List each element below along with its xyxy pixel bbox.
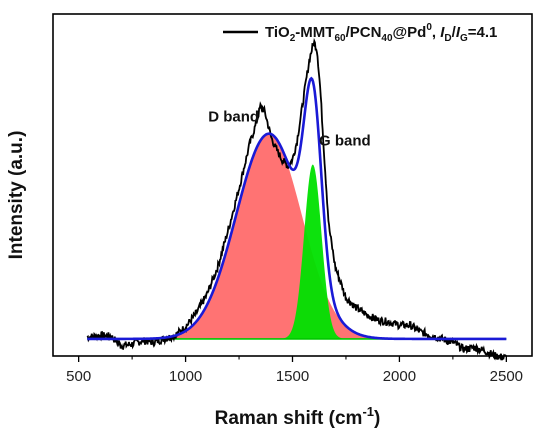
fit-area-d-band — [99, 133, 439, 339]
fit-fills — [99, 133, 439, 339]
x-tick-label: 1500 — [276, 368, 309, 385]
x-tick-label: 2500 — [490, 368, 523, 385]
band-annotations: D band G band — [208, 109, 370, 150]
legend: TiO2-MMT60/PCN40@Pd0, ID/IG=4.1 — [223, 22, 497, 44]
x-ticks: 500 1000 1500 2000 2500 — [66, 356, 523, 385]
data-lines — [86, 37, 507, 361]
legend-part: @Pd — [393, 24, 427, 41]
legend-part: TiO — [265, 24, 290, 41]
legend-part: -MMT — [295, 24, 334, 41]
x-axis-title: Raman shift (cm-1) — [215, 404, 381, 429]
legend-label: TiO2-MMT60/PCN40@Pd0, ID/IG=4.1 — [265, 22, 497, 44]
legend-part: /PCN — [346, 24, 382, 41]
legend-part: 2 — [290, 33, 296, 44]
legend-part: 0 — [426, 22, 432, 33]
legend-part: / — [452, 24, 457, 41]
x-axis-title-main: Raman shift (cm — [215, 408, 363, 429]
x-axis-title-close: ) — [374, 408, 380, 429]
band-label: G band — [319, 133, 371, 150]
legend-part: , — [432, 24, 440, 41]
x-axis-title-superscript: -1 — [362, 404, 374, 419]
legend-part: 40 — [381, 33, 393, 44]
legend-part: D — [444, 33, 451, 44]
x-tick-label: 2000 — [383, 368, 416, 385]
band-label: D band — [208, 109, 259, 126]
legend-part: G — [460, 33, 468, 44]
fit-envelope-curve — [87, 76, 507, 341]
legend-part: I — [456, 24, 461, 41]
legend-part: 60 — [334, 33, 346, 44]
fit-area-g-band — [268, 164, 358, 339]
x-tick-label: 500 — [66, 368, 91, 385]
legend-part: =4.1 — [468, 24, 498, 41]
x-tick-label: 1000 — [169, 368, 202, 385]
legend-part: I — [440, 24, 445, 41]
y-axis-title: Intensity (a.u.) — [6, 131, 27, 260]
